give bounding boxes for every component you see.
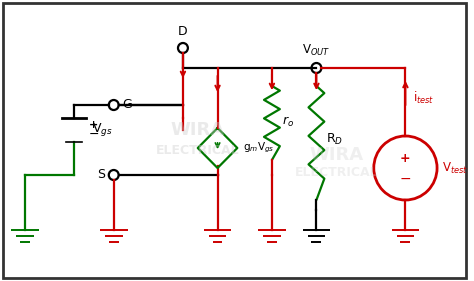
Text: D: D: [178, 25, 188, 38]
Text: r$_o$: r$_o$: [282, 114, 294, 128]
Text: V$_{test}$: V$_{test}$: [442, 160, 468, 176]
Text: −: −: [89, 128, 100, 141]
Text: WIRA: WIRA: [171, 121, 225, 139]
Text: V$_{gs}$: V$_{gs}$: [92, 121, 112, 139]
Text: S: S: [97, 169, 105, 182]
Text: ELECTRICAL: ELECTRICAL: [294, 167, 378, 180]
Text: V$_{OUT}$: V$_{OUT}$: [302, 43, 330, 58]
Text: G: G: [123, 99, 132, 112]
Text: ELECTRICAL: ELECTRICAL: [156, 144, 239, 157]
Text: g$_m$V$_{gs}$: g$_m$V$_{gs}$: [243, 141, 275, 155]
Text: i$_{test}$: i$_{test}$: [413, 90, 435, 106]
Text: +: +: [400, 151, 411, 164]
Text: WIRA: WIRA: [309, 146, 363, 164]
Text: R$_D$: R$_D$: [326, 132, 344, 147]
Text: −: −: [400, 172, 411, 186]
Text: +: +: [89, 120, 98, 130]
